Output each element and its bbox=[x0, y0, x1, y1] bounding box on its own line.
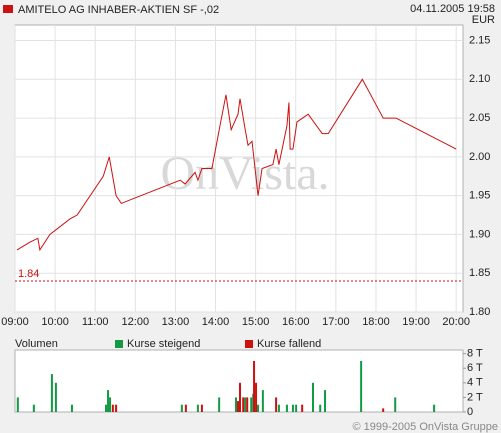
y-tick-label: 2.00 bbox=[469, 151, 490, 163]
volume-bar bbox=[239, 382, 242, 412]
volume-bar bbox=[275, 397, 278, 412]
volume-bar bbox=[253, 360, 256, 412]
y-tick-label: 0 bbox=[467, 406, 473, 418]
y-tick-label: 1.90 bbox=[469, 228, 490, 240]
volume-area bbox=[14, 349, 464, 413]
reference-label: 1.84 bbox=[18, 268, 39, 280]
y-tick-label: 1.85 bbox=[469, 267, 490, 279]
date: 04.11.2005 19:58 bbox=[410, 3, 495, 15]
volume-bar bbox=[236, 401, 239, 412]
volume-bar bbox=[105, 404, 108, 412]
x-tick-label: 09:00 bbox=[1, 316, 29, 328]
volume-bar bbox=[218, 397, 221, 412]
x-tick-label: 20:00 bbox=[442, 316, 470, 328]
volume-bar bbox=[285, 404, 288, 412]
legend-label: Kurse fallend bbox=[257, 338, 321, 350]
x-tick-label: 16:00 bbox=[282, 316, 310, 328]
volume-bar bbox=[16, 397, 19, 412]
x-tick-label: 18:00 bbox=[362, 316, 390, 328]
y-tick-label: 4 T bbox=[467, 377, 483, 389]
y-tick-label: 8 T bbox=[467, 348, 483, 360]
volume-bar bbox=[111, 404, 114, 412]
x-tick-label: 19:00 bbox=[402, 316, 430, 328]
volume-bar bbox=[244, 397, 247, 412]
volume-bar bbox=[291, 404, 294, 412]
legend-label: Kurse steigend bbox=[127, 338, 200, 350]
volume-bar bbox=[70, 404, 73, 412]
y-tick-label: 1.95 bbox=[469, 190, 490, 202]
volume-bar bbox=[234, 397, 237, 412]
volume-bar bbox=[50, 374, 53, 412]
watermark: OnVista. bbox=[160, 147, 329, 200]
volume-bar bbox=[324, 390, 327, 412]
y-tick-label: 2.05 bbox=[469, 112, 490, 124]
x-tick-label: 15:00 bbox=[242, 316, 270, 328]
volume-bar bbox=[242, 397, 245, 412]
legend-swatch bbox=[3, 5, 13, 13]
volume-bar bbox=[200, 404, 203, 412]
volume-bar bbox=[257, 404, 260, 412]
y-tick-label: 6 T bbox=[467, 362, 483, 374]
volume-bar bbox=[54, 382, 57, 412]
x-tick-label: 10:00 bbox=[41, 316, 69, 328]
x-tick-label: 11:00 bbox=[82, 316, 109, 328]
volume-bar bbox=[394, 397, 397, 412]
y-tick-label: 2.15 bbox=[469, 34, 490, 46]
x-tick-label: 14:00 bbox=[202, 316, 230, 328]
volume-bar bbox=[250, 397, 253, 412]
volume-bar bbox=[184, 404, 187, 412]
volume-bar bbox=[382, 408, 385, 412]
volume-bar bbox=[319, 404, 322, 412]
volume-bar bbox=[246, 397, 249, 412]
volume-bar bbox=[255, 382, 258, 412]
y-tick-label: 2 T bbox=[467, 391, 483, 403]
volume-bar bbox=[433, 404, 436, 412]
volume-bar bbox=[261, 390, 264, 412]
currency: EUR bbox=[472, 14, 495, 26]
legend-swatch bbox=[245, 340, 253, 348]
volume-bar bbox=[360, 360, 363, 412]
x-tick-label: 13:00 bbox=[162, 316, 190, 328]
volume-bar bbox=[32, 404, 35, 412]
chart-title: AMITELO AG INHABER-AKTIEN SF -,02 bbox=[18, 4, 219, 16]
volume-bar bbox=[115, 404, 118, 412]
footer: © 1999-2005 OnVista Gruppe bbox=[353, 421, 499, 433]
volume-bar bbox=[196, 404, 199, 412]
price-line bbox=[16, 78, 457, 252]
volume-bar bbox=[109, 397, 112, 412]
y-tick-label: 1.80 bbox=[469, 306, 490, 318]
volume-bar bbox=[107, 390, 110, 412]
x-tick-label: 12:00 bbox=[122, 316, 150, 328]
volume-title: Volumen bbox=[15, 338, 58, 350]
x-tick-label: 17:00 bbox=[322, 316, 350, 328]
volume-bar bbox=[277, 404, 280, 412]
volume-bar bbox=[180, 404, 183, 412]
plot-area bbox=[14, 24, 464, 313]
y-tick-label: 2.10 bbox=[469, 73, 490, 85]
volume-bar bbox=[311, 382, 314, 412]
legend-swatch bbox=[115, 340, 123, 348]
volume-bar bbox=[301, 404, 304, 412]
volume-bar bbox=[295, 404, 298, 412]
